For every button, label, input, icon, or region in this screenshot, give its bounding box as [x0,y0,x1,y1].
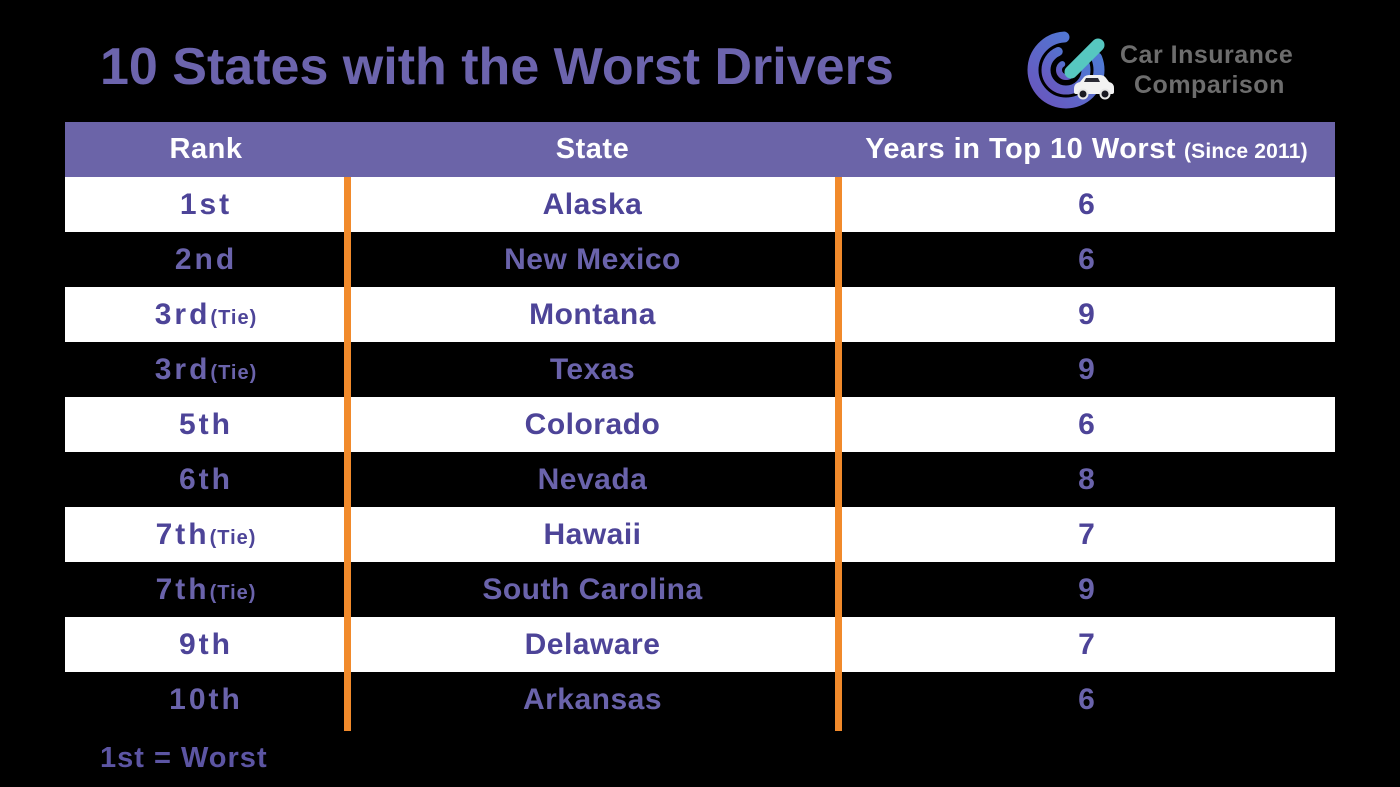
rank-cell: 9th [179,627,233,661]
rank-cell: 1st [179,187,233,221]
brand-name: Car Insurance Comparison [1120,40,1293,100]
table-row: 5th Colorado 6 [65,397,1335,452]
tie-label: (Tie) [210,306,258,329]
brand-logo: Car Insurance Comparison [1022,26,1382,116]
rank-cell: 5th [179,407,233,441]
footnote-rank-legend: 1st = Worst [100,742,268,774]
years-cell: 8 [1078,462,1095,496]
car-icon [1074,75,1114,100]
years-cell: 6 [1078,682,1095,716]
state-cell: Hawaii [543,517,642,551]
years-cell: 7 [1078,517,1095,551]
state-cell: Alaska [542,187,643,221]
rank-cell: 2nd [174,242,238,276]
column-divider-orange-left [344,177,351,731]
table-row: 7th(Tie) Hawaii 7 [65,507,1335,562]
state-cell: Delaware [524,627,661,661]
column-header-years-main: Years in Top 10 Worst [865,133,1176,165]
column-header-years: Years in Top 10 Worst (Since 2011) [838,133,1335,166]
years-cell: 6 [1078,242,1095,276]
state-cell: Nevada [537,462,648,496]
tie-label: (Tie) [209,581,257,604]
page-title: 10 States with the Worst Drivers [100,38,894,96]
rank-cell: 10th [169,682,243,716]
rank-cell: 7th(Tie) [155,517,257,551]
years-cell: 6 [1078,187,1095,221]
tie-label: (Tie) [210,361,258,384]
years-cell: 9 [1078,297,1095,331]
table-row: 9th Delaware 7 [65,617,1335,672]
brand-name-line2: Comparison [1134,71,1285,99]
state-cell: Arkansas [522,682,663,716]
state-cell: South Carolina [482,572,703,606]
state-cell: Texas [549,352,636,386]
column-header-state: State [555,133,630,165]
rank-cell: 3rd(Tie) [154,297,258,331]
table-row: 1st Alaska 6 [65,177,1335,232]
column-header-rank: Rank [169,133,243,165]
table-row: 6th Nevada 8 [65,452,1335,507]
state-cell: Montana [529,297,656,331]
brand-name-line1: Car Insurance [1120,41,1294,69]
table-row: 3rd(Tie) Montana 9 [65,287,1335,342]
rank-cell: 6th [179,462,233,496]
rank-cell: 3rd(Tie) [154,352,258,386]
table-row: 3rd(Tie) Texas 9 [65,342,1335,397]
column-divider-orange-right [835,177,842,731]
years-cell: 6 [1078,407,1095,441]
table-row: 7th(Tie) South Carolina 9 [65,562,1335,617]
years-cell: 9 [1078,572,1095,606]
worst-drivers-table: Rank State Years in Top 10 Worst (Since 2… [65,122,1335,727]
rank-cell: 7th(Tie) [155,572,257,606]
tie-label: (Tie) [209,526,257,549]
table-row: 2nd New Mexico 6 [65,232,1335,287]
state-cell: New Mexico [504,242,681,276]
state-cell: Colorado [524,407,661,441]
column-header-years-note: (Since 2011) [1183,140,1308,163]
table-header-row: Rank State Years in Top 10 Worst (Since 2… [65,122,1335,177]
years-cell: 7 [1078,627,1095,661]
years-cell: 9 [1078,352,1095,386]
car-insurance-comparison-logo-icon [1027,31,1114,109]
table-row: 10th Arkansas 6 [65,672,1335,727]
